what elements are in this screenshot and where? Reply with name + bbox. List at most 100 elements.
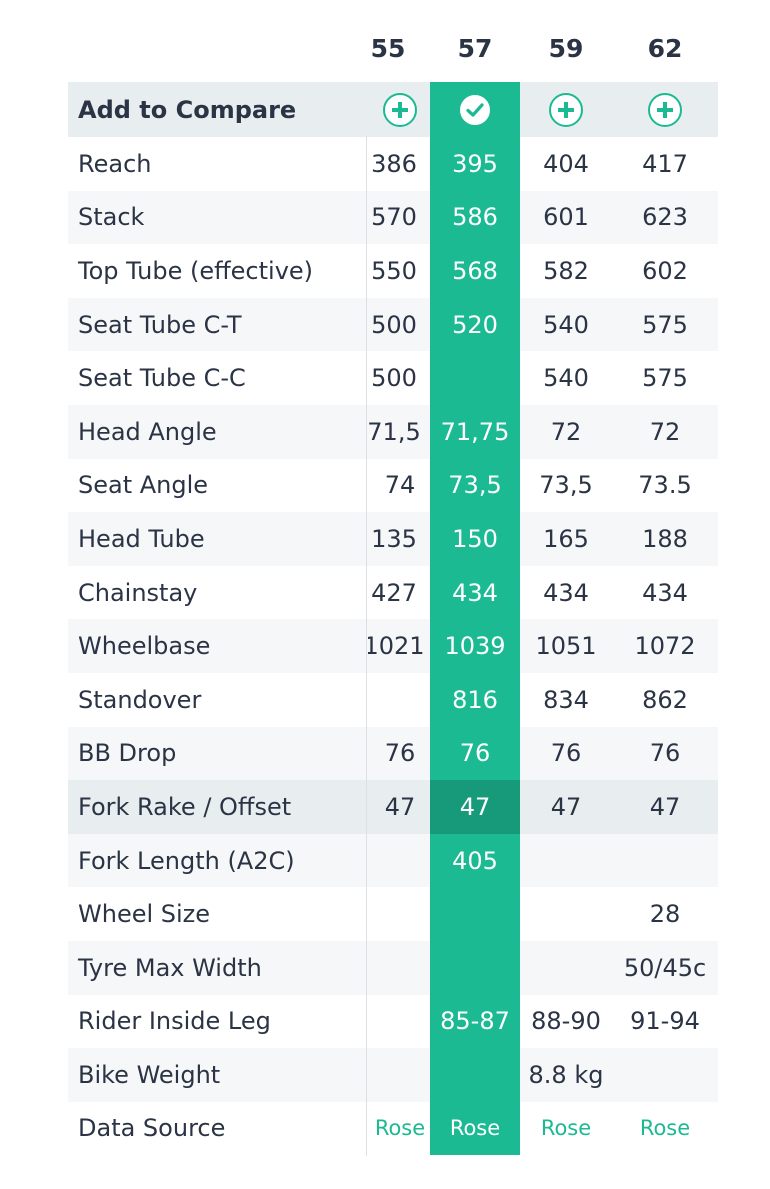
compare-label: Add to Compare	[78, 95, 297, 124]
cell-value: 74	[384, 471, 416, 500]
value-cell-62: 72	[612, 405, 718, 459]
data-source-link[interactable]: Rose	[639, 1116, 691, 1141]
value-cell-62: 50/45c	[612, 941, 718, 995]
value-cell-62: 434	[612, 566, 718, 620]
value-cell-55: Rose	[368, 1102, 432, 1156]
check-circle-icon[interactable]	[458, 92, 492, 127]
plus-circle-icon[interactable]	[549, 92, 583, 127]
cell-value: 71,5	[368, 417, 421, 446]
row-label: Tyre Max Width	[78, 953, 262, 982]
plus-circle-icon[interactable]	[648, 92, 682, 127]
table-row: Fork Rake / Offset 47 47 47 47	[68, 780, 718, 834]
cell-value: 1039	[444, 632, 506, 661]
cell-value: 500	[371, 310, 417, 339]
cell-value: 540	[543, 364, 589, 393]
cell-value: 434	[452, 578, 498, 607]
table-row: Reach 386 395 404 417	[68, 137, 718, 191]
value-cell-62: 47	[612, 780, 718, 834]
size-59-heading: 59	[548, 34, 584, 63]
value-cell-62: Rose	[612, 1102, 718, 1156]
cell-value: 582	[543, 256, 589, 285]
cell-value: 165	[543, 524, 589, 553]
cell-value: 404	[543, 149, 589, 178]
value-cell-57: 73,5	[430, 458, 520, 513]
value-cell-59: 434	[520, 566, 612, 620]
cell-value: 47	[550, 792, 582, 821]
cell-value: 47	[649, 792, 681, 821]
value-cell-59: 582	[520, 244, 612, 298]
value-cell-55	[368, 941, 432, 995]
value-cell-62: 188	[612, 512, 718, 566]
cell-value: 500	[371, 364, 417, 393]
row-label: Reach	[78, 149, 152, 178]
row-label: Fork Length (A2C)	[78, 846, 295, 875]
cell-value: 8.8 kg	[528, 1060, 604, 1089]
value-cell-57: 47	[430, 780, 520, 834]
compare-cell-57	[430, 82, 520, 137]
cell-value: 1072	[634, 632, 696, 661]
cell-value: 50/45c	[623, 953, 707, 982]
value-cell-62: 73.5	[612, 459, 718, 513]
value-cell-57	[430, 887, 520, 941]
cell-value: 76	[649, 739, 681, 768]
table-row: Top Tube (effective) 550 568 582 602	[68, 244, 718, 298]
value-cell-62: 575	[612, 298, 718, 352]
table-row: Rider Inside Leg 85-87 88-90 91-94	[68, 994, 718, 1049]
value-cell-62: 602	[612, 244, 718, 298]
value-cell-59: 540	[520, 298, 612, 352]
data-source-link[interactable]: Rose	[540, 1116, 592, 1141]
value-cell-57: 586	[430, 190, 520, 245]
cell-value: 88-90	[531, 1007, 601, 1036]
cell-value: 188	[642, 524, 688, 553]
data-source-link[interactable]: Rose	[449, 1116, 501, 1141]
value-cell-57: 150	[430, 512, 520, 566]
table-row: Data Source Rose Rose Rose Rose	[68, 1101, 718, 1156]
table-row: Wheel Size 28	[68, 887, 718, 941]
size-header-row: 55 57 59 62	[0, 0, 770, 82]
cell-value: 816	[452, 685, 498, 714]
cell-value: 72	[550, 417, 582, 446]
value-cell-55: 550	[368, 244, 432, 298]
cell-value: 28	[649, 900, 681, 929]
cell-value: 73,5	[448, 471, 502, 500]
value-cell-59: 47	[520, 780, 612, 834]
geometry-table: Add to Compare Reach 386 395 404 417 Stack 570…	[68, 82, 718, 1156]
cell-value: 570	[371, 203, 417, 232]
cell-value: 91-94	[630, 1007, 700, 1036]
cell-value: 427	[371, 578, 417, 607]
cell-value: 550	[371, 256, 417, 285]
value-cell-62: 417	[612, 137, 718, 191]
value-cell-59: 540	[520, 351, 612, 405]
value-cell-59: 404	[520, 137, 612, 191]
compare-cell-59	[520, 82, 612, 137]
row-label: Head Angle	[78, 417, 217, 446]
value-cell-55: 76	[368, 727, 432, 781]
value-cell-62: 28	[612, 887, 718, 941]
cell-value: 575	[642, 364, 688, 393]
row-label: Chainstay	[78, 578, 198, 607]
data-source-link[interactable]: Rose	[374, 1116, 426, 1141]
column-divider	[366, 136, 367, 1156]
table-row: Bike Weight 8.8 kg	[68, 1048, 718, 1102]
cell-value: 520	[452, 310, 498, 339]
table-row: Seat Angle 74 73,5 73,5 73.5	[68, 458, 718, 513]
value-cell-55: 71,5	[368, 405, 432, 459]
cell-value: 135	[371, 524, 417, 553]
cell-value: 386	[371, 149, 417, 178]
cell-value: 76	[459, 739, 491, 768]
value-cell-62: 575	[612, 351, 718, 405]
row-label: Seat Angle	[78, 471, 209, 500]
cell-value: 601	[543, 203, 589, 232]
value-cell-59: Rose	[520, 1102, 612, 1156]
value-cell-57: 405	[430, 833, 520, 888]
table-row: Tyre Max Width 50/45c	[68, 940, 718, 995]
value-cell-59	[520, 887, 612, 941]
cell-value: 395	[452, 149, 498, 178]
plus-circle-icon[interactable]	[383, 92, 417, 127]
value-cell-55: 500	[368, 351, 432, 405]
value-cell-55: 500	[368, 298, 432, 352]
row-label: BB Drop	[78, 739, 177, 768]
cell-value: 1051	[535, 632, 597, 661]
table-row: Wheelbase 1021 1039 1051 1072	[68, 619, 718, 673]
row-label: Stack	[78, 203, 145, 232]
